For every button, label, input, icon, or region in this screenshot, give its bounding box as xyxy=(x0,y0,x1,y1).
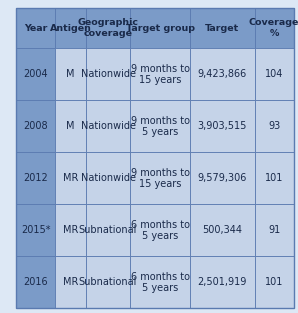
Text: Nationwide: Nationwide xyxy=(80,121,136,131)
Bar xyxy=(86,256,131,308)
Bar xyxy=(16,256,55,308)
Text: M: M xyxy=(66,69,75,80)
Bar xyxy=(86,204,131,256)
Bar xyxy=(131,152,190,204)
Text: 101: 101 xyxy=(265,277,283,287)
Bar xyxy=(55,100,86,152)
Text: 9,423,866: 9,423,866 xyxy=(198,69,247,80)
Text: M: M xyxy=(66,121,75,131)
Bar xyxy=(254,100,294,152)
Text: 104: 104 xyxy=(265,69,283,80)
Text: 2012: 2012 xyxy=(24,173,48,183)
Bar xyxy=(190,204,254,256)
Bar xyxy=(55,204,86,256)
Text: MR: MR xyxy=(63,173,78,183)
Bar xyxy=(190,256,254,308)
Text: 6 months to
5 years: 6 months to 5 years xyxy=(131,271,190,293)
Bar xyxy=(86,100,131,152)
Text: 9 months to
15 years: 9 months to 15 years xyxy=(131,167,190,189)
Text: 3,903,515: 3,903,515 xyxy=(197,121,247,131)
Bar xyxy=(55,152,86,204)
Text: 2016: 2016 xyxy=(24,277,48,287)
Text: 9 months to
15 years: 9 months to 15 years xyxy=(131,64,190,85)
Text: 93: 93 xyxy=(268,121,280,131)
Bar xyxy=(86,49,131,100)
Bar xyxy=(131,49,190,100)
Bar xyxy=(131,8,190,49)
Bar xyxy=(254,152,294,204)
Text: 2004: 2004 xyxy=(24,69,48,80)
Bar xyxy=(254,204,294,256)
Text: Subnational: Subnational xyxy=(79,225,137,235)
Bar xyxy=(16,8,55,49)
Text: Geographic
coverage: Geographic coverage xyxy=(77,18,139,38)
Bar xyxy=(16,152,55,204)
Bar xyxy=(190,8,254,49)
Bar xyxy=(55,256,86,308)
Bar xyxy=(86,8,131,49)
Text: Nationwide: Nationwide xyxy=(80,173,136,183)
Text: 2,501,919: 2,501,919 xyxy=(197,277,247,287)
Bar xyxy=(86,152,131,204)
Bar xyxy=(254,256,294,308)
Bar xyxy=(131,100,190,152)
Bar xyxy=(190,152,254,204)
Bar xyxy=(16,49,55,100)
Bar xyxy=(16,204,55,256)
Bar xyxy=(190,49,254,100)
Bar xyxy=(190,100,254,152)
Text: MR: MR xyxy=(63,225,78,235)
Bar xyxy=(254,8,294,49)
Text: 6 months to
5 years: 6 months to 5 years xyxy=(131,219,190,241)
Text: 2008: 2008 xyxy=(24,121,48,131)
Bar xyxy=(55,49,86,100)
Text: Target: Target xyxy=(205,23,239,33)
Text: Nationwide: Nationwide xyxy=(80,69,136,80)
Text: 101: 101 xyxy=(265,173,283,183)
Text: 2015*: 2015* xyxy=(21,225,51,235)
Text: 9 months to
5 years: 9 months to 5 years xyxy=(131,115,190,137)
Text: Antigen: Antigen xyxy=(49,23,91,33)
Bar xyxy=(131,256,190,308)
Bar xyxy=(55,8,86,49)
Text: 9,579,306: 9,579,306 xyxy=(197,173,247,183)
Text: MR: MR xyxy=(63,277,78,287)
Text: Subnational: Subnational xyxy=(79,277,137,287)
Bar xyxy=(254,49,294,100)
Text: Year: Year xyxy=(24,23,48,33)
Bar xyxy=(16,100,55,152)
Text: Target group: Target group xyxy=(125,23,195,33)
Text: 91: 91 xyxy=(268,225,280,235)
Text: 500,344: 500,344 xyxy=(202,225,242,235)
Text: Coverage
%: Coverage % xyxy=(249,18,298,38)
Bar xyxy=(131,204,190,256)
